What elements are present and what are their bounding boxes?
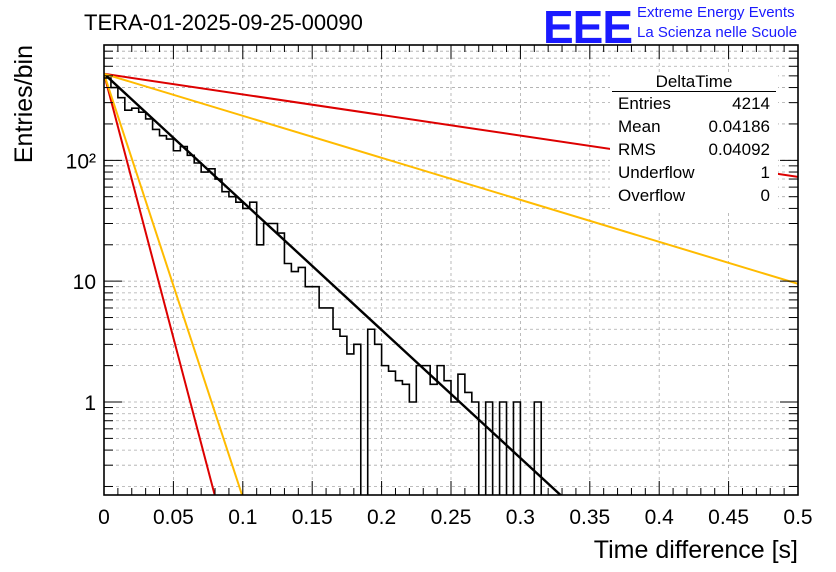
stats-value: 0.04186 xyxy=(708,117,770,136)
x-tick-label: 0.4 xyxy=(645,506,675,529)
series-line-orange-slow xyxy=(104,72,798,285)
x-tick-label: 0.3 xyxy=(506,506,535,529)
series-group xyxy=(104,72,798,495)
series-line-orange-steep xyxy=(104,73,244,495)
stats-row-mean: Mean 0.04186 xyxy=(618,117,770,139)
x-tick-label: 0.35 xyxy=(569,506,610,529)
stats-value: 0.04092 xyxy=(708,140,770,159)
stats-value: 1 xyxy=(760,163,770,182)
x-tick-label: 0.2 xyxy=(367,506,396,529)
stats-key: Mean xyxy=(618,117,661,136)
stats-rule xyxy=(612,91,776,92)
x-tick-label: 0.25 xyxy=(431,506,472,529)
x-tick-label: 0.15 xyxy=(292,506,333,529)
stats-key: Underflow xyxy=(618,163,695,182)
histogram-deltatime xyxy=(104,77,543,495)
y-tick-label: 1 xyxy=(84,392,96,415)
stats-row-rms: RMS 0.04092 xyxy=(618,140,770,162)
page-title: TERA-01-2025-09-25-00090 xyxy=(84,10,363,35)
series-line-red-steep xyxy=(104,73,216,495)
y-axis-label: Entries/bin xyxy=(10,45,38,163)
stats-key: Entries xyxy=(618,94,671,113)
stats-row-underflow: Underflow 1 xyxy=(618,163,770,185)
stats-box: DeltaTime Entries 4214 Mean 0.04186 RMS … xyxy=(610,72,778,212)
stats-key: Overflow xyxy=(618,186,686,205)
stats-key: RMS xyxy=(618,140,656,159)
x-tick-label: 0.05 xyxy=(153,506,194,529)
y-tick-label: 10² xyxy=(66,150,96,173)
y-tick-label: 10 xyxy=(73,271,96,294)
x-tick-label: 0 xyxy=(98,506,110,529)
x-tick-label: 0.45 xyxy=(708,506,749,529)
stats-row-overflow: Overflow 0 xyxy=(618,186,770,208)
x-axis-label: Time difference [s] xyxy=(594,536,798,564)
stats-value: 4214 xyxy=(732,94,770,113)
x-tick-label: 0.5 xyxy=(783,506,812,529)
stats-name: DeltaTime xyxy=(655,72,733,91)
logo-line-1: Extreme Energy Events xyxy=(637,4,795,21)
x-tick-label: 0.1 xyxy=(228,506,257,529)
series-line-fit xyxy=(104,72,563,495)
eee-logo: EEE xyxy=(543,1,633,53)
stats-value: 0 xyxy=(760,186,770,205)
logo-line-2: La Scienza nelle Scuole xyxy=(637,24,798,41)
stats-row-entries: Entries 4214 xyxy=(618,94,770,116)
